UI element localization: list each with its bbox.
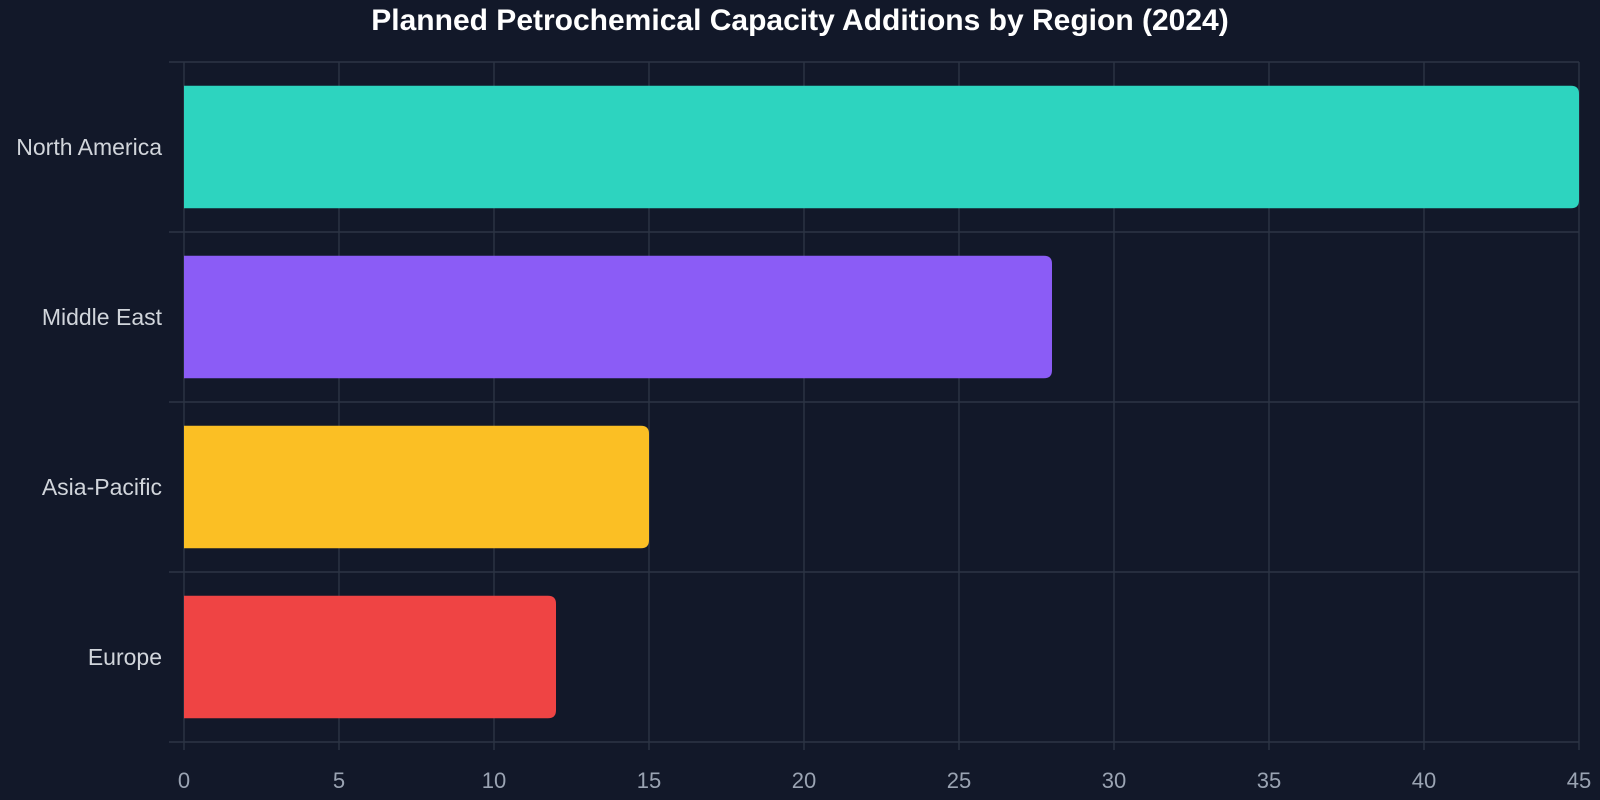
x-tick-label: 0 <box>178 768 190 793</box>
x-axis-ticks: 0 5 10 15 20 25 30 35 40 45 <box>178 768 1591 793</box>
x-tick-label: 30 <box>1102 768 1126 793</box>
x-tick-label: 20 <box>792 768 816 793</box>
category-label: Middle East <box>42 304 163 330</box>
x-tick-label: 15 <box>637 768 661 793</box>
bars <box>184 85 1579 719</box>
x-tick-label: 45 <box>1567 768 1591 793</box>
category-labels: North America Middle East Asia-Pacific Euro… <box>16 134 162 670</box>
x-tick-label: 5 <box>333 768 345 793</box>
bar-asia-pacific <box>184 425 649 549</box>
category-label: Asia-Pacific <box>42 474 162 500</box>
bar-europe <box>184 595 556 719</box>
category-label: North America <box>16 134 162 160</box>
x-tick-label: 35 <box>1257 768 1281 793</box>
x-tick-label: 40 <box>1412 768 1436 793</box>
x-tick-label: 25 <box>947 768 971 793</box>
x-tick-label: 10 <box>482 768 506 793</box>
category-label: Europe <box>88 644 162 670</box>
bar-middle-east <box>184 255 1052 379</box>
bar-north-america <box>184 85 1579 209</box>
chart-title: Planned Petrochemical Capacity Additions… <box>371 4 1228 37</box>
